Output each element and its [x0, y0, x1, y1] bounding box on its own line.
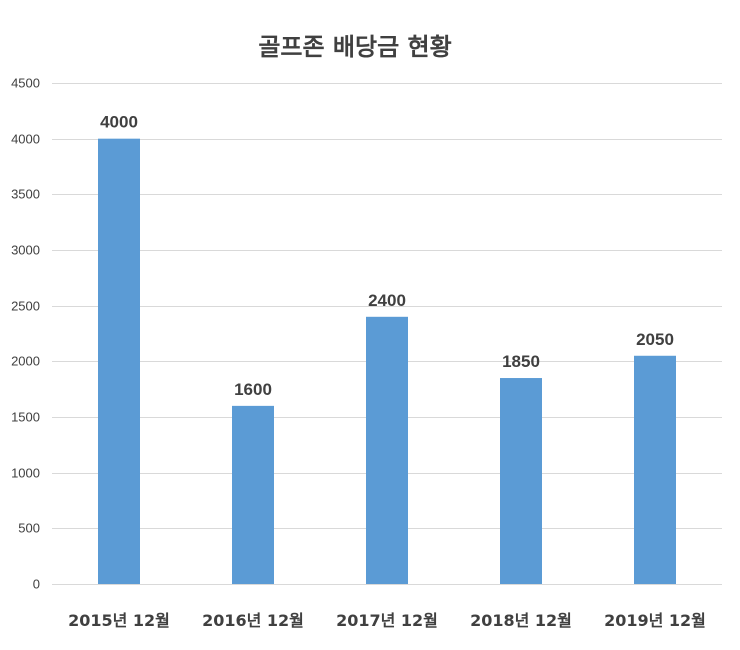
y-tick-label: 500	[18, 521, 40, 536]
data-label: 2050	[636, 330, 674, 349]
y-tick-label: 3500	[11, 187, 40, 202]
bar	[98, 138, 140, 584]
data-label: 1850	[502, 352, 540, 371]
x-tick-label: 2017년 12월	[336, 611, 438, 630]
y-tick-label: 1000	[11, 466, 40, 481]
data-label: 4000	[100, 113, 138, 132]
x-axis-ticks: 2015년 12월 2016년 12월 2017년 12월 2018년 12월 2019…	[68, 611, 706, 630]
bar	[500, 378, 542, 584]
y-tick-label: 4000	[11, 132, 40, 147]
y-tick-label: 3000	[11, 243, 40, 258]
data-labels: 4000 1600 2400 1850 2050	[100, 113, 674, 399]
y-tick-label: 4500	[11, 76, 40, 91]
bar	[232, 405, 274, 584]
y-tick-label: 1500	[11, 410, 40, 425]
x-tick-label: 2019년 12월	[604, 611, 706, 630]
y-tick-label: 2000	[11, 354, 40, 369]
y-tick-label: 0	[33, 577, 40, 592]
bars	[98, 138, 676, 584]
bar	[366, 316, 408, 584]
y-axis-ticks: 0 500 1000 1500 2000 2500 3000 3500 4000 4500	[11, 76, 40, 592]
bar	[634, 355, 676, 584]
x-tick-label: 2016년 12월	[202, 611, 304, 630]
x-tick-label: 2015년 12월	[68, 611, 170, 630]
y-tick-label: 2500	[11, 299, 40, 314]
chart-title: 골프존 배당금 현황	[258, 33, 451, 61]
x-tick-label: 2018년 12월	[470, 611, 572, 630]
data-label: 2400	[368, 291, 406, 310]
data-label: 1600	[234, 380, 272, 399]
